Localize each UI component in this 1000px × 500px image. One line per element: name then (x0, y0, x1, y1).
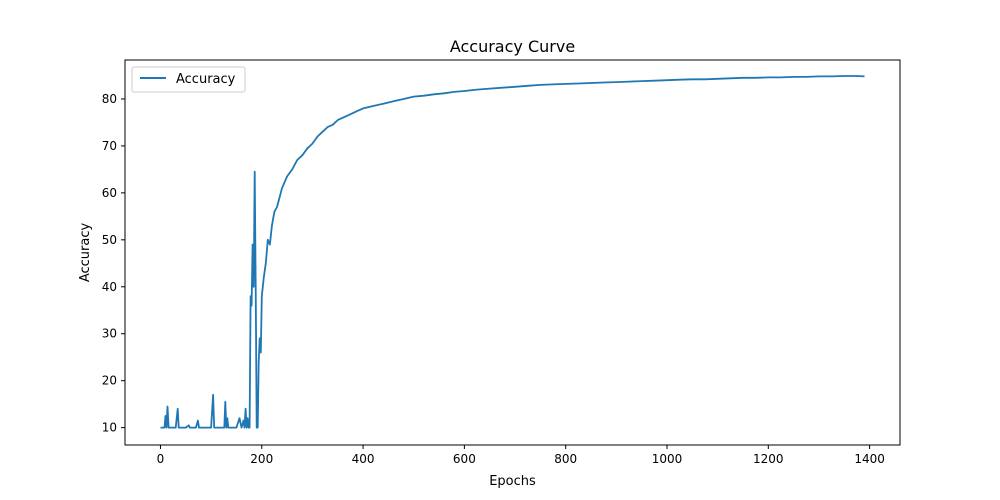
y-tick-label: 10 (102, 421, 117, 435)
legend-label-accuracy: Accuracy (176, 72, 236, 87)
x-tick-label: 400 (352, 452, 375, 466)
x-tick-label: 0 (157, 452, 165, 466)
x-tick-label: 600 (453, 452, 476, 466)
legend-box (131, 66, 246, 93)
x-ticks: 0 200 400 600 800 1000 1200 1400 (157, 445, 885, 466)
series-line-accuracy (160, 75, 865, 429)
x-tick-label: 1400 (854, 452, 885, 466)
legend: Accuracy (131, 66, 246, 93)
x-tick-label: 800 (554, 452, 577, 466)
y-tick-label: 70 (102, 139, 117, 153)
y-tick-label: 50 (102, 233, 117, 247)
chart-title: Accuracy Curve (450, 37, 575, 56)
x-tick-label: 1200 (753, 452, 784, 466)
x-axis-label: Epochs (489, 474, 536, 489)
y-ticks: 10 20 30 40 50 60 70 80 (102, 92, 125, 435)
x-tick-label: 1000 (652, 452, 683, 466)
y-tick-label: 40 (102, 280, 117, 294)
y-tick-label: 80 (102, 92, 117, 106)
y-tick-label: 30 (102, 327, 117, 341)
series-layer (160, 75, 865, 429)
x-tick-label: 200 (250, 452, 273, 466)
plot-area (125, 60, 900, 445)
plot-frame (124, 59, 901, 446)
y-axis-label: Accuracy (78, 223, 93, 283)
y-tick-label: 60 (102, 186, 117, 200)
y-tick-label: 20 (102, 374, 117, 388)
